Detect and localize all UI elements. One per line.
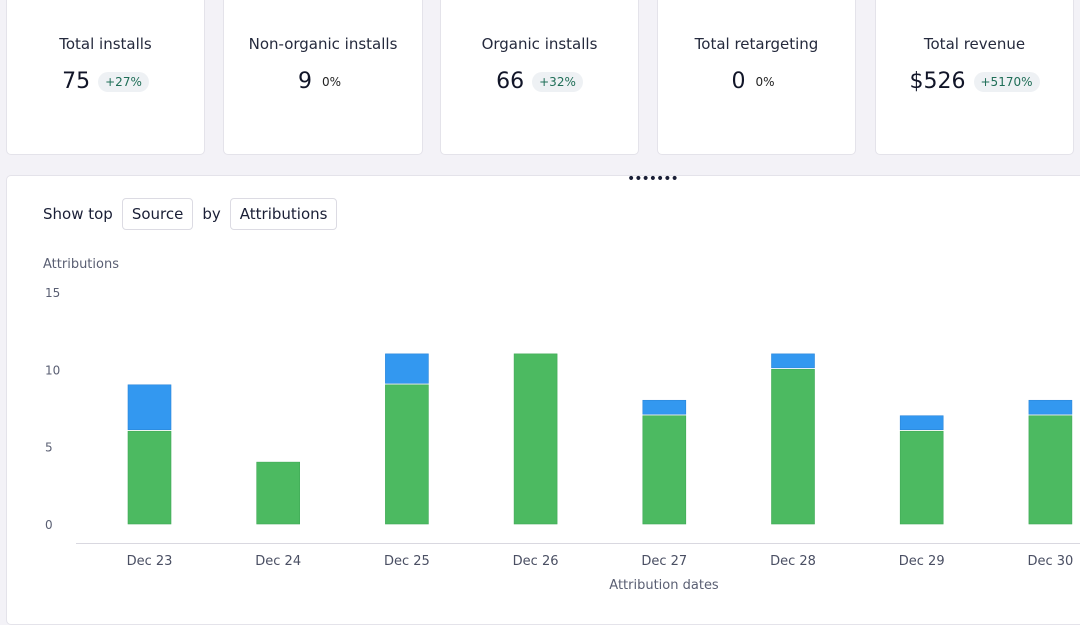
kpi-title: Non-organic installs bbox=[248, 35, 398, 53]
kpi-value: 66 bbox=[496, 69, 525, 94]
bar-segment-organic bbox=[1028, 415, 1073, 525]
x-tick-label: Dec 23 bbox=[127, 554, 173, 569]
y-tick-label: 10 bbox=[45, 363, 60, 377]
kpi-cards: Total installs 75 +27% Non-organic instal… bbox=[0, 0, 1080, 160]
bar-segment-non-organic bbox=[899, 415, 944, 431]
y-axis-label: Attributions bbox=[43, 257, 119, 272]
bar-segment-non-organic bbox=[771, 353, 815, 369]
show-top-label: Show top bbox=[43, 205, 113, 223]
change-badge: +5170% bbox=[973, 71, 1040, 92]
x-tick-label: Dec 30 bbox=[1027, 554, 1073, 569]
kpi-title: Organic installs bbox=[481, 35, 598, 53]
x-tick-label: Dec 25 bbox=[384, 554, 430, 569]
kpi-card-organic-installs[interactable]: Organic installs 66 +32% bbox=[440, 0, 639, 155]
kpi-value: 75 bbox=[62, 69, 91, 94]
x-tick-label: Dec 28 bbox=[770, 554, 816, 569]
y-tick-label: 5 bbox=[45, 441, 53, 455]
kpi-title: Total revenue bbox=[923, 35, 1026, 53]
y-tick-label: 15 bbox=[45, 286, 60, 300]
x-tick-label: Dec 29 bbox=[899, 554, 945, 569]
change-badge: +32% bbox=[532, 71, 583, 92]
kpi-value: 0 bbox=[731, 69, 746, 94]
bar-segment-non-organic bbox=[127, 384, 172, 430]
kpi-value: $526 bbox=[909, 69, 966, 94]
bar-segment-non-organic bbox=[1028, 399, 1073, 415]
kpi-card-total-installs[interactable]: Total installs 75 +27% bbox=[6, 0, 205, 155]
x-axis-title: Attribution dates bbox=[609, 578, 719, 593]
bar-segment-organic bbox=[256, 461, 301, 525]
bar-segment-organic bbox=[513, 353, 558, 525]
x-tick-label: Dec 27 bbox=[641, 554, 687, 569]
attributions-dropdown-button[interactable]: Attributions bbox=[229, 198, 338, 230]
change-badge: 0% bbox=[755, 74, 775, 89]
bar-segment-organic bbox=[771, 369, 815, 525]
kpi-title: Total installs bbox=[59, 35, 152, 53]
stacked-bar-chart: 0 5 10 15 Dec 23 Dec 24 Dec 25 Dec 26 Dec 27 Dec … bbox=[45, 286, 1080, 593]
by-label: by bbox=[202, 205, 221, 223]
x-tick-label: Dec 26 bbox=[513, 554, 559, 569]
bar-segment-organic bbox=[127, 430, 172, 525]
kpi-card-non-organic-installs[interactable]: Non-organic installs 9 0% bbox=[223, 0, 423, 155]
bar-segment-organic bbox=[899, 430, 944, 525]
y-tick-label: 0 bbox=[45, 518, 53, 532]
chart-controls: Show top Source by Attributions bbox=[43, 198, 346, 230]
drag-handle-icon[interactable]: ••••••• bbox=[627, 171, 679, 187]
change-badge: +27% bbox=[98, 71, 149, 92]
bar-segment-organic bbox=[642, 415, 687, 525]
bar-segment-organic bbox=[385, 384, 429, 525]
x-tick-label: Dec 24 bbox=[255, 554, 301, 569]
kpi-card-total-revenue[interactable]: Total revenue $526 +5170% bbox=[875, 0, 1074, 155]
kpi-value: 9 bbox=[297, 69, 312, 94]
source-dropdown-button[interactable]: Source bbox=[121, 198, 194, 230]
change-badge: 0% bbox=[321, 74, 342, 89]
bar-segment-non-organic bbox=[385, 353, 429, 384]
kpi-card-total-retargeting[interactable]: Total retargeting 0 0% bbox=[657, 0, 856, 155]
kpi-title: Total retargeting bbox=[694, 35, 819, 53]
bar-segment-non-organic bbox=[642, 399, 687, 415]
